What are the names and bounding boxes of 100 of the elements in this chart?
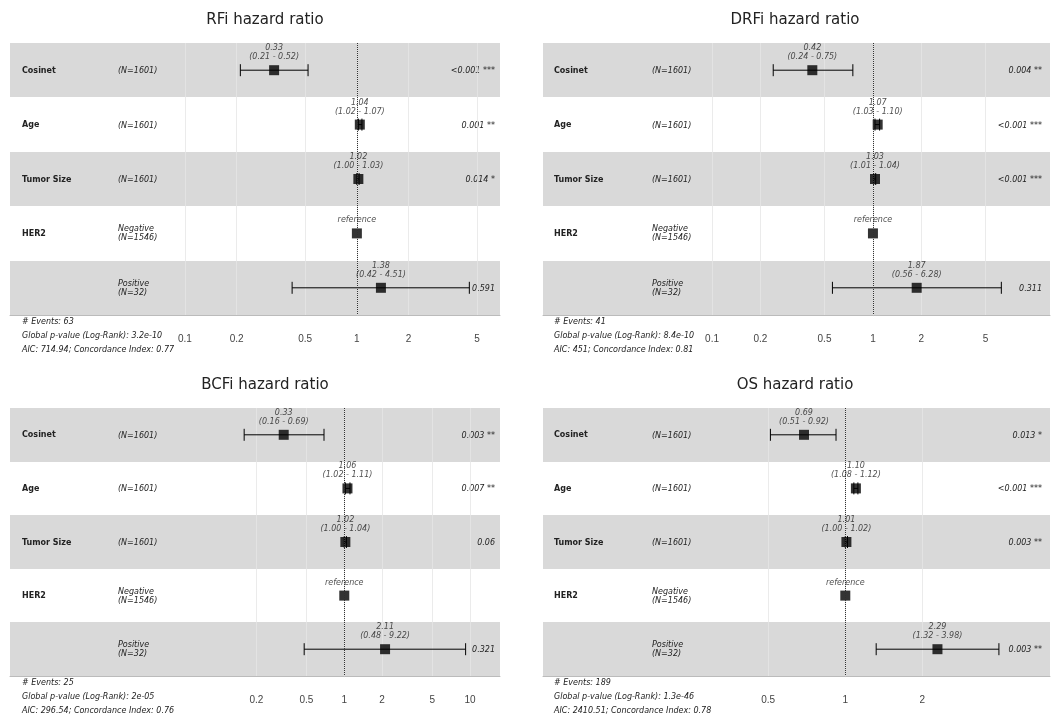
text: # Events: 25 <box>22 678 74 687</box>
chart-title: RFi hazard ratio <box>206 9 324 28</box>
text: Global p-value (Log-Rank): 2e-05 <box>22 692 155 701</box>
x-tick-label: 0.1 <box>705 332 720 344</box>
y-tick-label: Tumor Size <box>554 537 604 547</box>
y-tick-label: Age <box>22 483 40 493</box>
y2-tick-label: 0.003 ** <box>1008 644 1042 654</box>
x-tick-label: 1 <box>354 332 361 344</box>
point <box>269 65 280 76</box>
data-label: 1.38 (0.42 - 4.51) <box>356 260 406 279</box>
y2-tick-label: 0.311 <box>1019 283 1042 293</box>
x-tick-label: 0.2 <box>249 693 264 705</box>
text: Global p-value (Log-Rank): 3.2e-10 <box>22 331 163 340</box>
data-label: 2.11 (0.48 - 9.22) <box>360 622 410 641</box>
category-label: (N=1601) <box>118 174 158 184</box>
text: AIC: 714.94; Concordance Index: 0.77 <box>22 345 175 354</box>
y2-tick-label: 0.321 <box>472 644 495 654</box>
text: # Events: 189 <box>554 678 611 687</box>
data-label: 1.10 (1.08 - 1.12) <box>830 461 881 480</box>
category-label: (N=1601) <box>118 430 158 440</box>
data-label: 1.02 (1.00 - 1.04) <box>320 515 371 533</box>
y-tick-label: Cosinet <box>554 65 588 75</box>
data-label: 1.06 (1.02 - 1.11) <box>322 461 373 480</box>
y-tick-label: Cosinet <box>22 65 56 75</box>
y2-tick-label: <0.001 *** <box>450 65 495 75</box>
category-label: Positive (N=32) <box>652 278 684 297</box>
category-label: (N=1601) <box>652 120 692 130</box>
data-label: reference <box>853 215 893 225</box>
text: Global p-value (Log-Rank): 1.3e-46 <box>554 692 695 701</box>
text: AIC: 296.54; Concordance Index: 0.76 <box>22 706 175 715</box>
y2-tick-label: <0.001 *** <box>997 483 1042 493</box>
x-tick-label: 1 <box>842 693 849 705</box>
category-label: (N=1601) <box>652 483 692 493</box>
y-tick-label: HER2 <box>554 591 578 601</box>
y2-tick-label: 0.007 ** <box>461 483 495 493</box>
x-tick-label: 2 <box>919 693 926 705</box>
point <box>380 644 391 655</box>
category-label: (N=1601) <box>118 537 158 547</box>
y-tick-label: Age <box>22 120 40 130</box>
category-label: (N=1601) <box>652 430 692 440</box>
y2-tick-label: <0.001 *** <box>997 174 1042 184</box>
chart-title: BCFi hazard ratio <box>201 374 329 393</box>
chart-title: DRFi hazard ratio <box>730 9 860 28</box>
point <box>867 228 878 239</box>
y-tick-label: Tumor Size <box>22 174 72 184</box>
chart-title: OS hazard ratio <box>736 374 854 393</box>
point <box>340 537 351 547</box>
x-tick-label: 0.2 <box>229 332 245 344</box>
data-label: 1.02 (1.00 - 1.03) <box>333 152 384 170</box>
x-tick-label: 1 <box>870 332 877 344</box>
text: Global p-value (Log-Rank): 8.4e-10 <box>554 331 695 340</box>
x-tick-label: 5 <box>474 332 481 344</box>
y2-tick-label: 0.003 ** <box>461 430 495 440</box>
category-label: (N=1601) <box>652 65 692 75</box>
data-label: 1.04 (1.02 - 1.07) <box>334 97 385 116</box>
category-label: Positive (N=32) <box>652 640 684 659</box>
x-tick-label: 0.5 <box>761 693 776 705</box>
x-tick-label: 5 <box>982 332 989 344</box>
data-label: 0.42 (0.24 - 0.75) <box>787 43 838 62</box>
x-tick-label: 1 <box>341 693 348 705</box>
data-label: 2.29 (1.32 - 3.98) <box>912 622 963 641</box>
x-tick-label: 0.2 <box>753 332 768 344</box>
x-tick-label: 5 <box>429 693 436 705</box>
y2-tick-label: 0.004 ** <box>1008 65 1042 75</box>
y2-tick-label: 0.591 <box>472 283 495 293</box>
data-label: 1.03 (1.01 - 1.04) <box>850 152 900 170</box>
category-label: Positive (N=32) <box>118 640 150 659</box>
category-label: (N=1601) <box>652 174 692 184</box>
point <box>351 228 362 239</box>
point <box>353 174 364 184</box>
y2-tick-label: <0.001 *** <box>997 120 1042 130</box>
data-label: 1.87 (0.56 - 6.28) <box>891 260 942 279</box>
data-label: 1.01 (1.00 - 1.02) <box>821 515 872 533</box>
category-label: (N=1601) <box>118 483 158 493</box>
category-label: (N=1601) <box>652 537 692 547</box>
y-tick-label: HER2 <box>22 228 46 238</box>
x-tick-label: 2 <box>405 332 412 344</box>
data-label: reference <box>324 577 364 587</box>
x-tick-label: 0.1 <box>178 332 193 344</box>
data-label: 0.33 (0.21 - 0.52) <box>249 43 300 62</box>
category-label: Negative (N=1546) <box>118 224 158 243</box>
text: AIC: 2410.51; Concordance Index: 0.78 <box>554 706 712 715</box>
x-tick-label: 2 <box>379 693 386 705</box>
data-label: reference <box>337 215 377 225</box>
y2-tick-label: 0.014 * <box>465 174 495 184</box>
category-label: (N=1601) <box>118 120 158 130</box>
y-tick-label: HER2 <box>554 228 578 238</box>
y-tick-label: Cosinet <box>554 430 588 440</box>
text: # Events: 63 <box>22 317 74 326</box>
point <box>339 590 350 601</box>
y-tick-label: Age <box>554 483 572 493</box>
y-tick-label: Cosinet <box>22 430 56 440</box>
text: AIC: 451; Concordance Index: 0.81 <box>554 345 694 354</box>
y2-tick-label: 0.013 * <box>1012 430 1042 440</box>
text: # Events: 41 <box>554 317 606 326</box>
category-label: (N=1601) <box>118 65 158 75</box>
category-label: Negative (N=1546) <box>652 586 692 605</box>
data-label: 1.07 (1.03 - 1.10) <box>852 97 903 116</box>
x-tick-label: 0.5 <box>298 332 313 344</box>
category-label: Negative (N=1546) <box>652 224 692 243</box>
